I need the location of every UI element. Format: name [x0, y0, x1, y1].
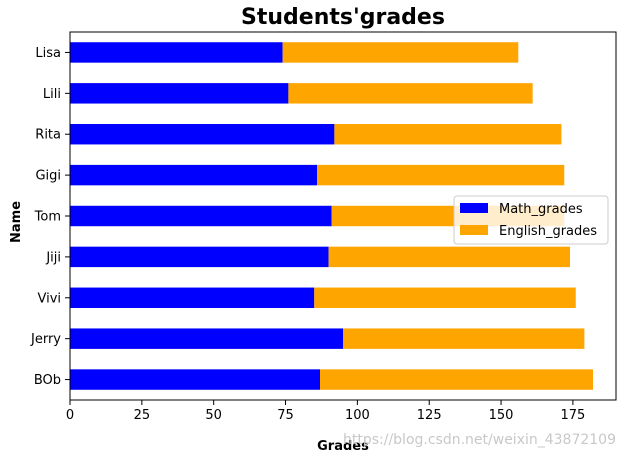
x-tick-label: 75	[277, 408, 294, 423]
bar-english-grades-gigi	[317, 164, 565, 186]
y-axis-title: Name	[9, 201, 24, 243]
bar-math-grades-bob	[70, 369, 321, 390]
y-tick-label-rita: Rita	[35, 128, 61, 143]
y-tick-label-vivi: Vivi	[37, 291, 61, 306]
bar-english-grades-vivi	[314, 287, 576, 308]
bars-layer	[70, 42, 594, 390]
legend: Math_grades English_grades	[453, 195, 609, 245]
bar-english-grades-jerry	[343, 328, 585, 349]
bar-math-grades-gigi	[70, 164, 318, 186]
watermark: https://blog.csdn.net/weixin_43872109	[343, 432, 616, 448]
bar-math-grades-vivi	[70, 287, 315, 308]
bar-english-grades-jiji	[328, 246, 571, 268]
x-axis-title: Grades	[317, 439, 369, 454]
bar-math-grades-jiji	[70, 246, 329, 268]
legend-items: Math_grades English_grades	[460, 202, 597, 239]
legend-swatch-math-grades	[460, 203, 488, 213]
y-tick-label-gigi: Gigi	[35, 169, 61, 184]
y-tick-label-lili: Lili	[43, 87, 61, 102]
x-tick-label: 100	[345, 408, 370, 423]
bar-math-grades-lisa	[70, 42, 283, 63]
x-tick-label: 150	[489, 408, 514, 423]
legend-box	[453, 195, 609, 245]
bar-english-grades-lili	[288, 83, 533, 104]
x-tick-label: 125	[417, 408, 442, 423]
y-tick-label-jerry: Jerry	[30, 332, 61, 347]
bar-math-grades-jerry	[70, 328, 343, 349]
x-axis: 0 25 50 75 100 125 150 175	[66, 400, 585, 423]
bar-math-grades-tom	[70, 205, 332, 227]
legend-label-english-grades: English_grades	[499, 224, 597, 239]
bar-math-grades-rita	[70, 124, 335, 145]
x-tick-label: 25	[134, 408, 151, 423]
legend-label-math-grades: Math_grades	[499, 202, 583, 217]
y-tick-label-jiji: Jiji	[45, 250, 61, 265]
chart-title: Students'grades	[241, 5, 445, 30]
y-tick-label-bob: BOb	[34, 373, 61, 388]
y-tick-label-lisa: Lisa	[35, 46, 61, 61]
y-tick-label-tom: Tom	[34, 210, 61, 225]
legend-swatch-english-grades	[460, 225, 488, 235]
bar-english-grades-lisa	[282, 42, 519, 63]
x-tick-label: 175	[560, 408, 585, 423]
y-axis: BOb Jerry Vivi Jiji Tom Gigi Rita Lili Lisa	[30, 46, 70, 388]
bar-english-grades-bob	[320, 369, 594, 390]
x-tick-label: 0	[66, 408, 74, 423]
x-tick-label: 50	[205, 408, 222, 423]
bar-english-grades-rita	[334, 124, 562, 145]
bar-math-grades-lili	[70, 83, 289, 104]
